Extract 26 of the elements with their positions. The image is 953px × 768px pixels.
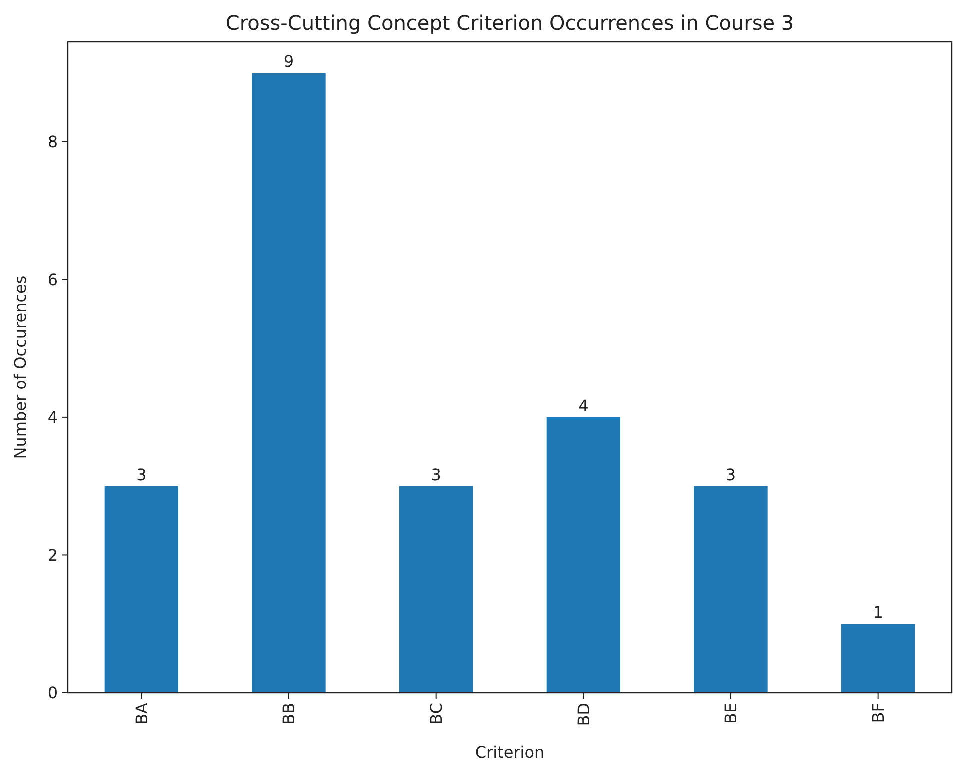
chart-title: Cross-Cutting Concept Criterion Occurrences in Course 3 (226, 11, 794, 35)
y-tick-label: 0 (48, 684, 58, 703)
bar (842, 624, 916, 693)
x-tick-label: BD (574, 703, 594, 726)
data-label: 3 (726, 465, 736, 484)
y-axis-title: Number of Occurences (11, 276, 30, 460)
data-label: 3 (136, 465, 147, 484)
bar (400, 486, 474, 693)
y-tick-label: 6 (48, 270, 58, 290)
data-label: 3 (431, 465, 442, 484)
bar (104, 486, 178, 693)
bar (252, 73, 326, 693)
x-tick-label: BB (280, 703, 299, 725)
data-label: 4 (578, 396, 589, 416)
y-tick-label: 4 (48, 408, 58, 428)
bar (546, 417, 620, 693)
x-axis-title: Criterion (475, 743, 545, 762)
x-tick-label: BF (868, 703, 888, 724)
bar (694, 486, 768, 693)
data-label: 1 (873, 603, 884, 622)
x-tick-label: BA (132, 702, 152, 725)
y-tick-label: 2 (48, 546, 58, 565)
x-tick-label: BE (722, 703, 741, 724)
x-tick-label: BC (426, 703, 446, 725)
data-label: 9 (284, 52, 294, 71)
y-tick-label: 8 (48, 132, 58, 152)
